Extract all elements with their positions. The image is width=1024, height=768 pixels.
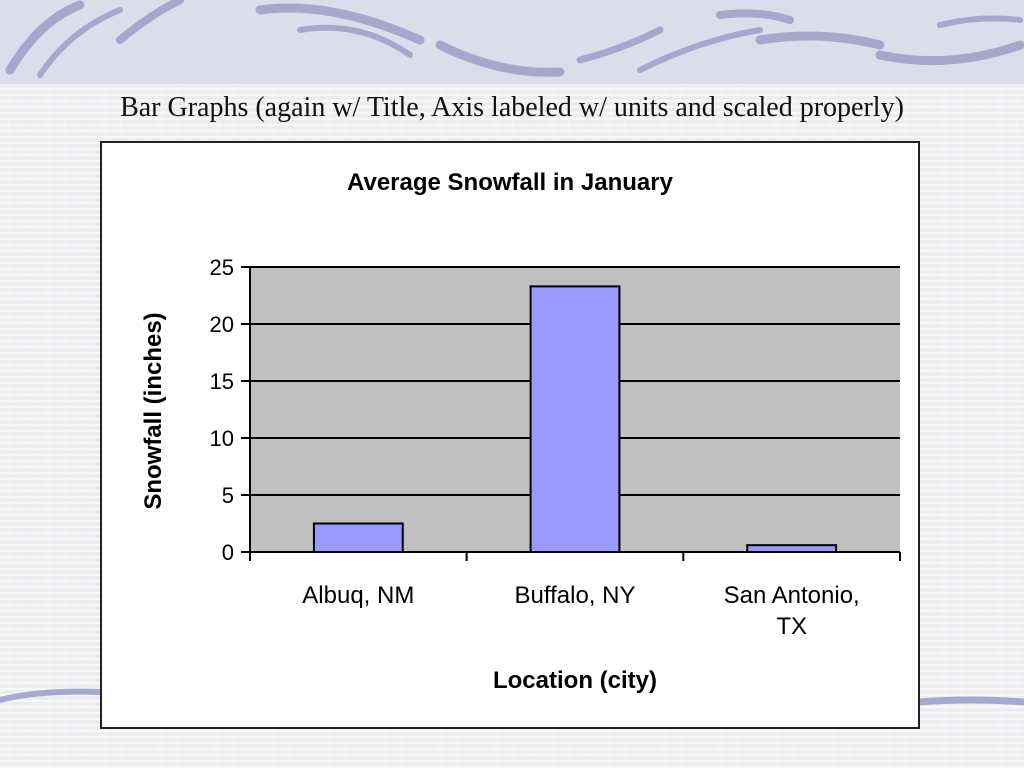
y-tick-label: 5 [222, 483, 234, 508]
decorative-banner [0, 0, 1024, 84]
bar [529, 285, 621, 553]
bar-chart: 0 5 10 15 20 25 Albuq, NM Buffalo, NY San Antoni… [210, 255, 901, 640]
bar [312, 522, 404, 553]
decorative-footer-swoosh [0, 688, 1024, 706]
y-tick-label: 20 [210, 312, 234, 337]
x-tick-label: Albuq, NM [302, 582, 414, 609]
x-tick-label: TX [776, 613, 807, 640]
chart-title: Average Snowfall in January [347, 169, 673, 196]
y-axis-label: Snowfall (inches) [140, 312, 167, 510]
x-tick-label: San Antonio, [724, 582, 860, 609]
bar [746, 544, 838, 554]
y-tick-label: 15 [210, 369, 234, 394]
x-tick-label: Buffalo, NY [515, 582, 636, 609]
y-tick-label: 25 [210, 255, 234, 280]
y-tick-label: 10 [210, 426, 234, 451]
y-tick-label: 0 [222, 540, 234, 565]
x-axis-label: Location (city) [492, 667, 657, 694]
chart-panel: 0 5 10 15 20 25 Albuq, NM Buffalo, NY San Antoni… [100, 141, 920, 729]
slide-heading: Bar Graphs (again w/ Title, Axis labeled… [120, 92, 904, 123]
